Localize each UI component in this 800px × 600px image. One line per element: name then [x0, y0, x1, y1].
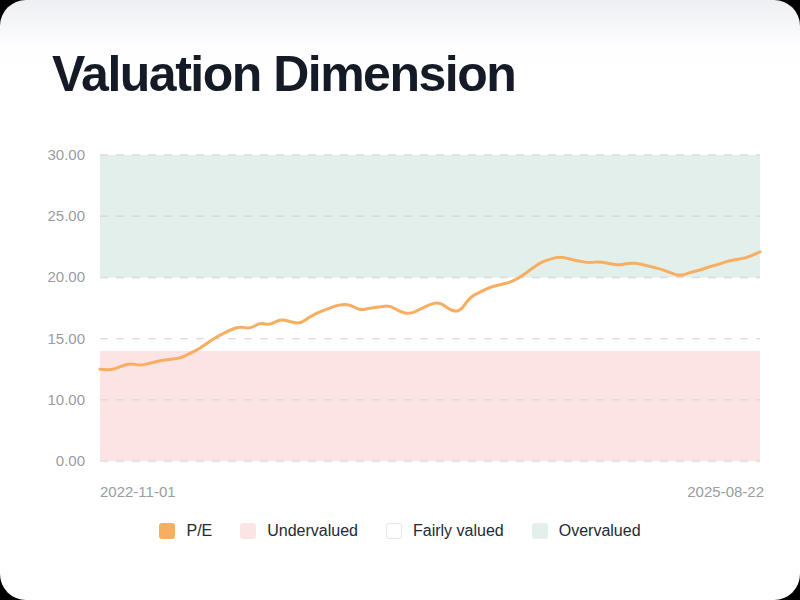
x-axis-start-date: 2022-11-01 [100, 483, 176, 500]
chart-legend: P/E Undervalued Fairly valued Overvalued [0, 521, 800, 541]
fairly-valued-swatch-icon [386, 523, 402, 539]
legend-item-fairly-valued[interactable]: Fairly valued [386, 521, 504, 541]
y-axis-tick: 15.00 [0, 330, 85, 348]
y-axis-tick: 30.00 [0, 146, 85, 164]
pe-line-chart[interactable]: 30.00 25.00 20.00 15.00 10.00 0.00 2022-… [0, 0, 800, 600]
y-axis-tick: 0.00 [0, 452, 85, 470]
undervalued-swatch-icon [240, 523, 256, 539]
x-axis-end-date: 2025-08-22 [687, 483, 764, 500]
x-axis-labels: 2022-11-01 2025-08-22 [100, 483, 764, 500]
y-axis-tick: 10.00 [0, 391, 85, 409]
legend-label: Undervalued [267, 521, 358, 541]
band-undervalued [100, 351, 760, 461]
chart-plot-area[interactable] [0, 0, 800, 600]
legend-label: P/E [186, 521, 212, 541]
y-axis-tick: 25.00 [0, 207, 85, 225]
valuation-card: Valuation Dimension 30.00 25.00 20.00 15… [0, 0, 800, 600]
legend-item-undervalued[interactable]: Undervalued [240, 521, 358, 541]
legend-item-overvalued[interactable]: Overvalued [532, 521, 641, 541]
legend-item-pe[interactable]: P/E [159, 521, 212, 541]
legend-label: Overvalued [559, 521, 641, 541]
overvalued-swatch-icon [532, 523, 548, 539]
legend-label: Fairly valued [413, 521, 504, 541]
y-axis-tick: 20.00 [0, 268, 85, 286]
pe-swatch-icon [159, 523, 175, 539]
